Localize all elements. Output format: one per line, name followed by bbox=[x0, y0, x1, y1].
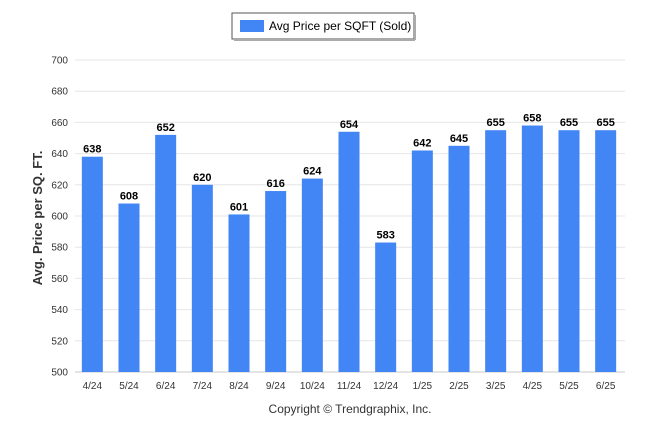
bar-value-label: 658 bbox=[523, 113, 541, 125]
legend-swatch bbox=[240, 20, 264, 32]
y-tick-label: 500 bbox=[51, 368, 68, 379]
y-axis-title: Avg. Price per SQ. FT. bbox=[30, 151, 45, 286]
x-tick-label: 5/25 bbox=[559, 381, 579, 392]
bar-value-label: 624 bbox=[303, 166, 322, 178]
x-tick-label: 8/24 bbox=[229, 381, 249, 392]
x-tick-label: 5/24 bbox=[119, 381, 139, 392]
x-tick-label: 6/24 bbox=[156, 381, 176, 392]
x-tick-label: 9/24 bbox=[266, 381, 286, 392]
x-tick-label: 12/24 bbox=[373, 381, 398, 392]
bar-value-label: 638 bbox=[83, 144, 101, 156]
bar-value-label: 642 bbox=[413, 137, 431, 149]
bar[interactable] bbox=[118, 203, 140, 372]
bar[interactable] bbox=[375, 242, 397, 372]
bar-value-label: 616 bbox=[266, 178, 284, 190]
y-tick-label: 680 bbox=[51, 87, 68, 98]
y-tick-label: 540 bbox=[51, 305, 68, 316]
bar-value-label: 608 bbox=[120, 191, 138, 203]
bar[interactable] bbox=[191, 184, 213, 372]
bar[interactable] bbox=[485, 130, 507, 372]
x-tick-label: 7/24 bbox=[193, 381, 213, 392]
bar[interactable] bbox=[521, 125, 543, 373]
legend-label: Avg Price per SQFT (Sold) bbox=[269, 19, 411, 33]
bar-value-label: 655 bbox=[560, 117, 578, 129]
bar[interactable] bbox=[558, 130, 580, 372]
bar-value-label: 654 bbox=[340, 119, 359, 131]
y-tick-label: 660 bbox=[51, 118, 68, 129]
y-tick-label: 520 bbox=[51, 336, 68, 347]
y-tick-label: 620 bbox=[51, 180, 68, 191]
y-tick-label: 560 bbox=[51, 274, 68, 285]
x-tick-label: 4/25 bbox=[523, 381, 543, 392]
bar[interactable] bbox=[338, 131, 360, 372]
bar[interactable] bbox=[155, 134, 177, 372]
bar-value-label: 620 bbox=[193, 172, 211, 184]
data-labels: 638 608 652 620 601 616 624 654 583 642 645 655 658 6… bbox=[83, 113, 615, 242]
y-tick-label: 580 bbox=[51, 243, 68, 254]
bar-value-label: 601 bbox=[230, 201, 248, 213]
bar[interactable] bbox=[411, 150, 433, 372]
legend: Avg Price per SQFT (Sold) bbox=[231, 12, 416, 41]
bar[interactable] bbox=[448, 145, 470, 372]
x-axis-ticks: 4/24 5/24 6/24 7/24 8/24 9/24 10/24 11/24 12/24 1… bbox=[83, 381, 616, 392]
y-tick-label: 640 bbox=[51, 149, 68, 160]
x-tick-label: 10/24 bbox=[300, 381, 325, 392]
bar-value-label: 652 bbox=[156, 122, 174, 134]
x-tick-label: 6/25 bbox=[596, 381, 616, 392]
bar-value-label: 655 bbox=[596, 117, 614, 129]
bar[interactable] bbox=[595, 130, 617, 372]
y-tick-label: 700 bbox=[51, 56, 68, 67]
x-tick-label: 3/25 bbox=[486, 381, 506, 392]
copyright-text: Copyright © Trendgraphix, Inc. bbox=[269, 402, 432, 416]
bar-value-label: 583 bbox=[376, 230, 394, 242]
bars bbox=[81, 125, 617, 373]
bar-value-label: 645 bbox=[450, 133, 468, 145]
x-tick-label: 2/25 bbox=[449, 381, 469, 392]
bar-value-label: 655 bbox=[486, 117, 504, 129]
bar[interactable] bbox=[265, 191, 287, 372]
y-axis-ticks: 500 520 540 560 580 600 620 640 660 680 700 bbox=[51, 56, 68, 379]
bar[interactable] bbox=[81, 156, 103, 372]
bar[interactable] bbox=[301, 178, 323, 372]
x-tick-label: 1/25 bbox=[413, 381, 433, 392]
bar[interactable] bbox=[228, 214, 250, 372]
y-tick-label: 600 bbox=[51, 212, 68, 223]
x-tick-label: 11/24 bbox=[337, 381, 362, 392]
x-tick-label: 4/24 bbox=[83, 381, 103, 392]
